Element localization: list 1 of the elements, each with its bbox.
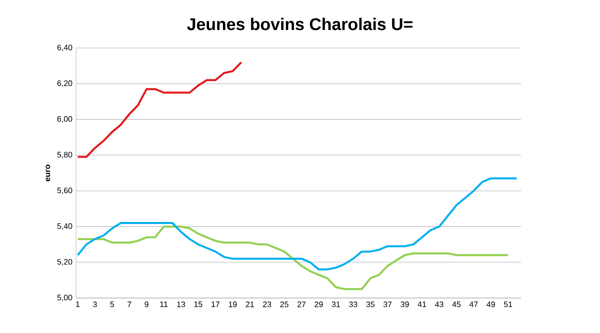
chart-title: Jeunes bovins Charolais U= (187, 18, 412, 30)
